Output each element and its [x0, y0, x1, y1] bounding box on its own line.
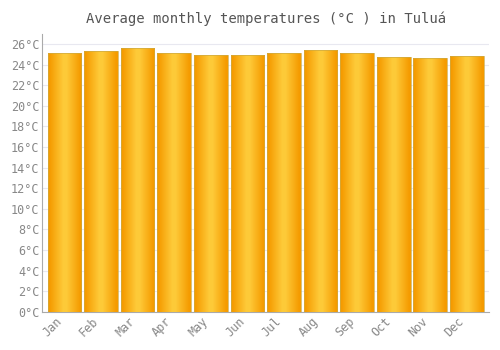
Bar — [230, 55, 264, 312]
Bar — [48, 53, 81, 312]
Bar — [158, 53, 191, 312]
Bar — [267, 53, 301, 312]
Bar — [84, 51, 118, 312]
Title: Average monthly temperatures (°C ) in Tuluá: Average monthly temperatures (°C ) in Tu… — [86, 11, 446, 26]
Bar — [377, 57, 410, 312]
Bar — [340, 53, 374, 312]
Bar — [120, 48, 154, 312]
Bar — [194, 55, 228, 312]
Bar — [414, 58, 447, 312]
Bar — [304, 50, 338, 312]
Bar — [450, 56, 484, 312]
